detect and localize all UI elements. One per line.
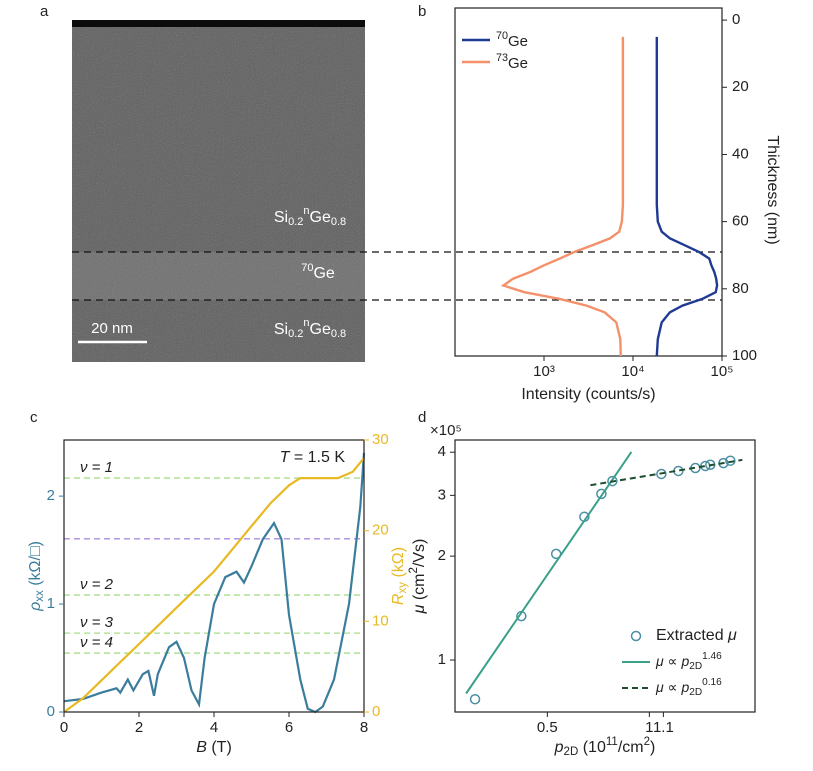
panel-label: c (30, 409, 38, 426)
x-axis-label: B (T) (196, 739, 232, 756)
axis-multiplier: ×10⁵ (430, 422, 462, 439)
reference-label: ν = 4 (80, 634, 113, 651)
y-tick-label: 0 (732, 11, 740, 28)
legend-label: 70Ge (496, 30, 528, 50)
data-point (596, 488, 607, 500)
data-line (63, 457, 365, 713)
y-tick-label: 3 (438, 486, 446, 503)
x-tick-label: 1 (645, 719, 653, 736)
legend-label: μ ∝ p2D0.16 (655, 677, 722, 698)
y-tick-label: 100 (732, 347, 757, 364)
y2-tick-label: 20 (372, 522, 389, 539)
y2-tick-label: 10 (372, 612, 389, 629)
data-point (607, 475, 618, 487)
reference-label: ν = 1 (80, 459, 113, 476)
x-tick-label: 10³ (533, 363, 555, 380)
y2-tick-label: 30 (372, 431, 389, 448)
x-tick-label: 0.5 (537, 719, 558, 736)
x-tick-label: 6 (285, 719, 293, 736)
y-axis-label: μ (cm2/Vs) (408, 539, 428, 615)
data-point (705, 459, 716, 470)
x-tick-label: 0 (60, 719, 68, 736)
tem-image (72, 20, 365, 362)
y2-tick-label: 0 (372, 703, 380, 720)
profile-line (655, 36, 719, 357)
y-tick-label: 4 (438, 443, 446, 460)
legend-label: μ ∝ p2D1.46 (655, 651, 722, 672)
y-tick-label: 60 (732, 213, 749, 230)
x-tick-label: 8 (360, 719, 368, 736)
y-tick-label: 2 (47, 487, 55, 504)
data-line (63, 452, 366, 714)
x-tick-label: 1.1 (653, 719, 674, 736)
ge-layer (72, 252, 365, 300)
data-point (656, 468, 667, 480)
x-tick-label: 4 (210, 719, 218, 736)
data-point (469, 693, 481, 705)
x-tick-label: 10⁴ (621, 363, 644, 380)
image-area (72, 22, 365, 362)
scale-bar-label: 20 nm (91, 320, 133, 337)
y-tick-label: 2 (438, 547, 446, 564)
x-tick-label: 10⁵ (711, 363, 734, 380)
fit-line (465, 451, 633, 695)
legend-label: Extracted μ (656, 627, 737, 644)
data-point (725, 455, 736, 466)
y-axis-label: ρxx (kΩ/□) (27, 541, 46, 612)
surface-band (72, 20, 365, 27)
plot-frame (454, 439, 756, 713)
layer-label: 70Ge (301, 262, 335, 282)
panel-label: a (40, 3, 49, 20)
y2-axis-label: Rxy (kΩ) (390, 547, 409, 605)
panel-label: d (418, 409, 426, 426)
annotation: T = 1.5 K (280, 449, 346, 466)
profile-line (500, 36, 625, 357)
x-axis-label: Intensity (counts/s) (521, 386, 655, 403)
y-tick-label: 1 (438, 651, 446, 668)
x-axis-label: p2D (1011/cm2) (554, 736, 656, 758)
y-axis-label: Thickness (nm) (764, 135, 781, 244)
panel-label: b (418, 3, 426, 20)
fit-line (590, 458, 743, 487)
legend-label: 73Ge (496, 52, 528, 72)
y-tick-label: 40 (732, 145, 749, 162)
reference-label: ν = 3 (80, 614, 114, 631)
y-tick-label: 80 (732, 280, 749, 297)
y-tick-label: 0 (47, 703, 55, 720)
layer-label: Si0.2nGe0.8 (274, 317, 346, 340)
legend-swatch (630, 630, 642, 642)
reference-label: ν = 2 (80, 576, 114, 593)
y-tick-label: 20 (732, 78, 749, 95)
x-tick-label: 2 (135, 719, 143, 736)
plot-frame (454, 7, 723, 357)
layer-label: Si0.2nGe0.8 (274, 205, 346, 228)
y-tick-label: 1 (47, 595, 55, 612)
